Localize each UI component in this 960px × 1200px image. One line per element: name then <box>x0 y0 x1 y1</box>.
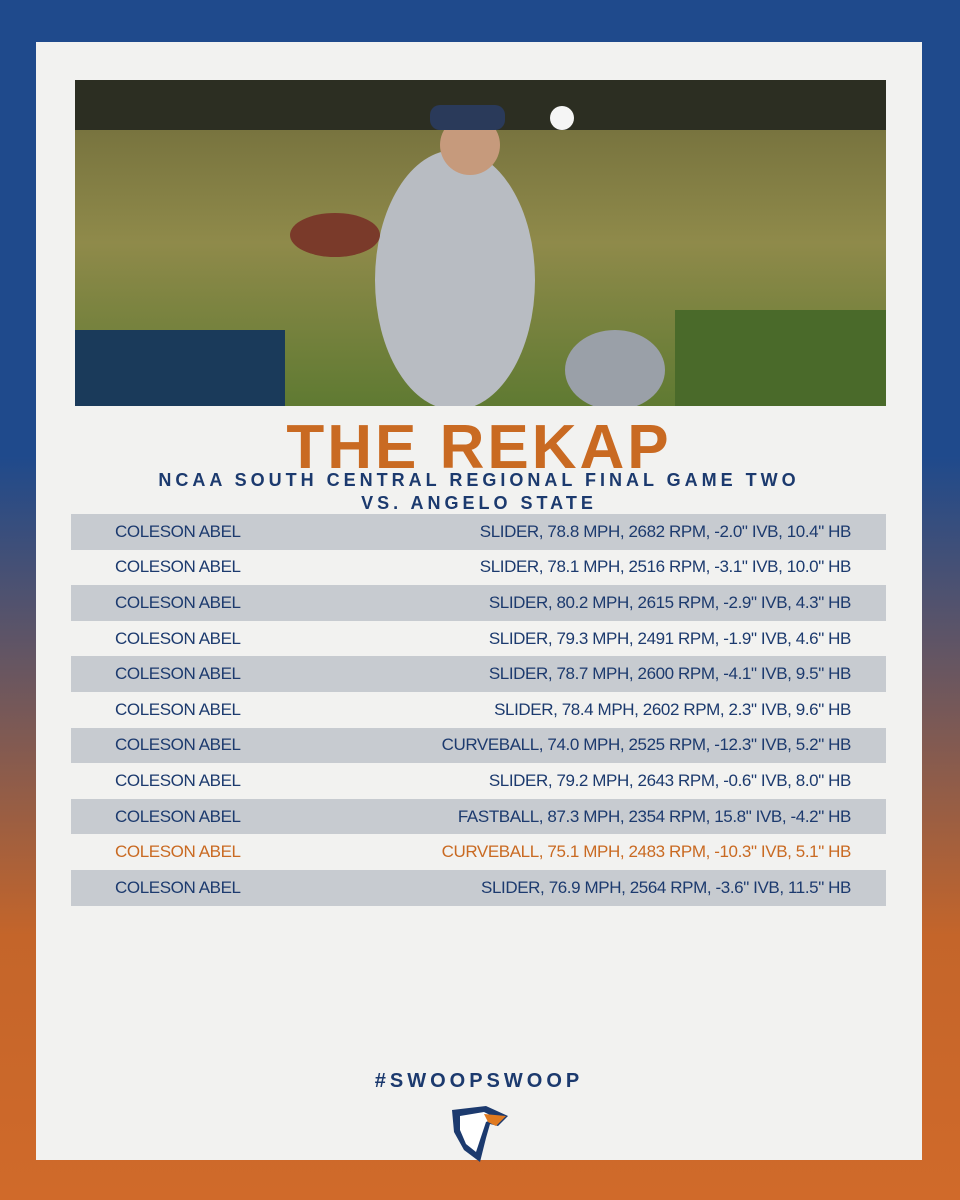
hashtag: #SWOOPSWOOP <box>374 1070 584 1092</box>
pitch-row: COLESON ABEL SLIDER, 76.9 MPH, 2564 RPM, … <box>71 869 886 906</box>
pitch-detail: CURVEBALL, 74.0 MPH, 2525 RPM, -12.3" IV… <box>441 735 852 755</box>
pitch-detail: SLIDER, 80.2 MPH, 2615 RPM, -2.9" IVB, 4… <box>488 592 852 612</box>
pitch-table: COLESON ABEL SLIDER, 78.8 MPH, 2682 RPM, … <box>71 514 886 906</box>
pitch-detail: SLIDER, 78.7 MPH, 2600 RPM, -4.1" IVB, 9… <box>488 664 852 684</box>
pitch-row: COLESON ABEL SLIDER, 78.8 MPH, 2682 RPM, … <box>71 514 886 550</box>
card: THE REKAP NCAA SOUTH CENTRAL REGIONAL FI… <box>36 42 922 1162</box>
player-name: COLESON ABEL <box>115 521 241 541</box>
pitch-row: COLESON ABEL FASTBALL, 87.3 MPH, 2354 RPM… <box>71 798 886 835</box>
pitch-detail: SLIDER, 79.3 MPH, 2491 RPM, -1.9" IVB, 4… <box>488 628 852 648</box>
player-name: COLESON ABEL <box>115 592 241 612</box>
pitch-row: COLESON ABEL SLIDER, 78.7 MPH, 2600 RPM, … <box>71 656 886 692</box>
pitch-detail: SLIDER, 78.8 MPH, 2682 RPM, -2.0" IVB, 1… <box>479 521 852 541</box>
pitch-detail: FASTBALL, 87.3 MPH, 2354 RPM, 15.8" IVB,… <box>457 806 852 826</box>
title: THE REKAP <box>286 413 672 482</box>
pitch-detail: SLIDER, 78.4 MPH, 2602 RPM, 2.3" IVB, 9.… <box>494 699 851 719</box>
player-name: COLESON ABEL <box>115 877 241 897</box>
pitch-detail: CURVEBALL, 75.1 MPH, 2483 RPM, -10.3" IV… <box>441 842 852 862</box>
subtitle: VS. ANGELO STATE <box>361 493 597 513</box>
pitch-row: COLESON ABEL CURVEBALL, 75.1 MPH, 2483 RP… <box>71 834 886 870</box>
subtitle: NCAA SOUTH CENTRAL REGIONAL FINAL GAME T… <box>158 470 800 490</box>
player-name: COLESON ABEL <box>115 699 241 719</box>
player-name: COLESON ABEL <box>115 628 241 648</box>
photo <box>75 80 886 406</box>
player-name: COLESON ABEL <box>115 770 241 790</box>
pitch-detail: SLIDER, 78.1 MPH, 2516 RPM, -3.1" IVB, 1… <box>479 557 852 577</box>
player-name: COLESON ABEL <box>115 806 241 826</box>
pitch-row: COLESON ABEL SLIDER, 78.1 MPH, 2516 RPM, … <box>71 550 886 586</box>
player-name: COLESON ABEL <box>115 735 241 755</box>
pitch-row: COLESON ABEL SLIDER, 79.3 MPH, 2491 RPM, … <box>71 621 886 657</box>
logo <box>452 1106 508 1162</box>
pitch-detail: SLIDER, 79.2 MPH, 2643 RPM, -0.6" IVB, 8… <box>488 770 852 790</box>
pitch-row: COLESON ABEL SLIDER, 80.2 MPH, 2615 RPM, … <box>71 585 886 621</box>
pitch-row: COLESON ABEL CURVEBALL, 74.0 MPH, 2525 RP… <box>71 727 886 764</box>
pitch-row: COLESON ABEL SLIDER, 79.2 MPH, 2643 RPM, … <box>71 763 886 799</box>
player-name: COLESON ABEL <box>115 664 241 684</box>
player-name: COLESON ABEL <box>115 557 241 577</box>
pitch-row: COLESON ABEL SLIDER, 78.4 MPH, 2602 RPM, … <box>71 692 886 728</box>
pitch-detail: SLIDER, 76.9 MPH, 2564 RPM, -3.6" IVB, 1… <box>481 877 851 897</box>
player-name: COLESON ABEL <box>115 842 241 862</box>
